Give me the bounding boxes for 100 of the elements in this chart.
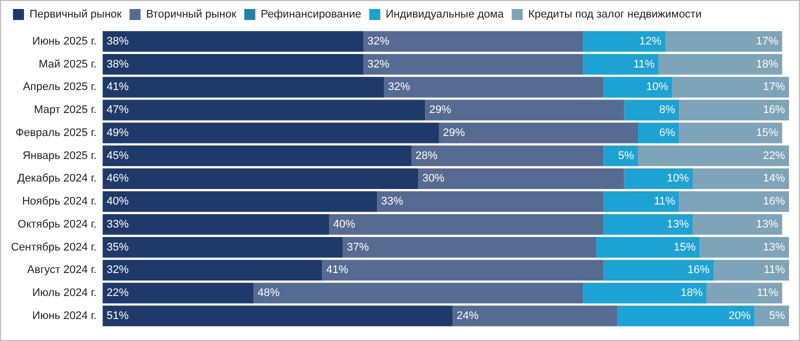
bar — [624, 168, 693, 189]
data-label: 32% — [388, 81, 410, 94]
bar — [452, 306, 618, 326]
data-label: 29% — [429, 104, 452, 116]
bar — [679, 122, 782, 144]
bar — [700, 237, 789, 258]
data-label: 16% — [762, 104, 786, 116]
data-label: 13% — [762, 241, 786, 254]
bar — [438, 122, 638, 144]
bar — [102, 191, 378, 212]
y-tick-label: Апрель 2025 г. — [22, 81, 97, 94]
bar — [638, 146, 789, 166]
bar — [713, 260, 789, 281]
data-label: 33% — [106, 218, 129, 230]
data-label: 17% — [756, 35, 778, 48]
data-label: 18% — [680, 287, 703, 300]
bar — [329, 214, 604, 235]
y-tick-label: Октябрь 2024 г. — [18, 218, 97, 230]
bar — [692, 214, 782, 235]
bar — [102, 31, 364, 52]
bar — [322, 260, 604, 281]
y-tick-label: Май 2025 г. — [38, 58, 97, 70]
bar — [604, 260, 714, 281]
data-label: 37% — [346, 241, 370, 254]
data-label: 40% — [333, 218, 356, 230]
data-label: 11% — [654, 196, 676, 208]
y-tick-label: Июнь 2025 г. — [32, 35, 97, 48]
data-label: 49% — [106, 126, 129, 139]
bar — [604, 146, 638, 166]
bar — [102, 237, 343, 258]
y-tick-label: Март 2025 г. — [34, 104, 97, 116]
data-label: 10% — [666, 172, 690, 185]
data-label: 46% — [106, 172, 129, 185]
bar — [102, 146, 412, 166]
data-label: 5% — [769, 310, 786, 322]
data-label: 40% — [106, 196, 129, 208]
data-label: 35% — [106, 241, 129, 254]
bar — [254, 282, 584, 304]
data-label: 32% — [106, 264, 129, 276]
data-label: 22% — [762, 150, 786, 162]
bar — [583, 31, 666, 52]
bar — [665, 31, 782, 52]
data-label: 51% — [106, 310, 129, 322]
y-tick-label: Декабрь 2024 г. — [17, 172, 97, 185]
y-tick-label: Ноябрь 2024 г. — [22, 196, 97, 208]
bar — [384, 76, 604, 98]
bar — [692, 168, 789, 189]
bar — [102, 168, 418, 189]
bar — [672, 76, 789, 98]
data-label: 14% — [762, 172, 786, 185]
bar — [604, 214, 693, 235]
bar — [583, 54, 659, 75]
bar — [679, 191, 789, 212]
data-label: 24% — [456, 310, 479, 322]
data-label: 17% — [762, 81, 786, 94]
data-label: 30% — [422, 172, 445, 185]
data-label: 20% — [728, 310, 751, 322]
data-label: 10% — [646, 81, 669, 94]
bar — [377, 191, 604, 212]
data-label: 16% — [687, 264, 710, 276]
bar — [638, 122, 680, 144]
data-label: 8% — [659, 104, 676, 116]
data-label: 48% — [258, 287, 280, 300]
bar — [411, 146, 604, 166]
data-label: 13% — [666, 218, 690, 230]
y-tick-label: Июнь 2024 г. — [32, 310, 97, 322]
y-tick-label: Сентябрь 2024 г. — [10, 241, 97, 254]
legend-label: Вторичный рынок — [146, 8, 236, 21]
y-tick-label: Июль 2024 г. — [32, 287, 97, 300]
bar — [102, 122, 439, 144]
data-label: 41% — [326, 264, 348, 276]
data-label: 15% — [674, 241, 696, 254]
data-label: 15% — [756, 126, 778, 139]
bar — [604, 76, 672, 98]
bar — [363, 31, 584, 52]
data-label: 33% — [381, 196, 404, 208]
data-label: 18% — [756, 58, 778, 70]
data-label: 13% — [756, 218, 778, 230]
legend-label: Рефинансирование — [260, 8, 362, 21]
data-label: 11% — [764, 264, 786, 276]
bar — [102, 54, 364, 75]
data-label: 11% — [633, 58, 655, 70]
bar — [102, 306, 453, 326]
bar — [102, 214, 330, 235]
data-label: 45% — [106, 150, 129, 162]
y-tick-label: Февраль 2025 г. — [16, 126, 97, 139]
data-label: 22% — [106, 287, 129, 300]
bar — [102, 260, 322, 281]
bar — [624, 100, 680, 120]
data-label: 32% — [367, 35, 390, 48]
bar — [604, 191, 680, 212]
bar — [342, 237, 597, 258]
bar — [583, 282, 707, 304]
data-label: 38% — [106, 35, 129, 48]
data-label: 16% — [762, 196, 786, 208]
legend-label: Индивидуальные дома — [386, 8, 505, 21]
bar — [102, 282, 254, 304]
bar — [425, 100, 624, 120]
bar — [706, 282, 782, 304]
data-label: 11% — [756, 287, 778, 300]
